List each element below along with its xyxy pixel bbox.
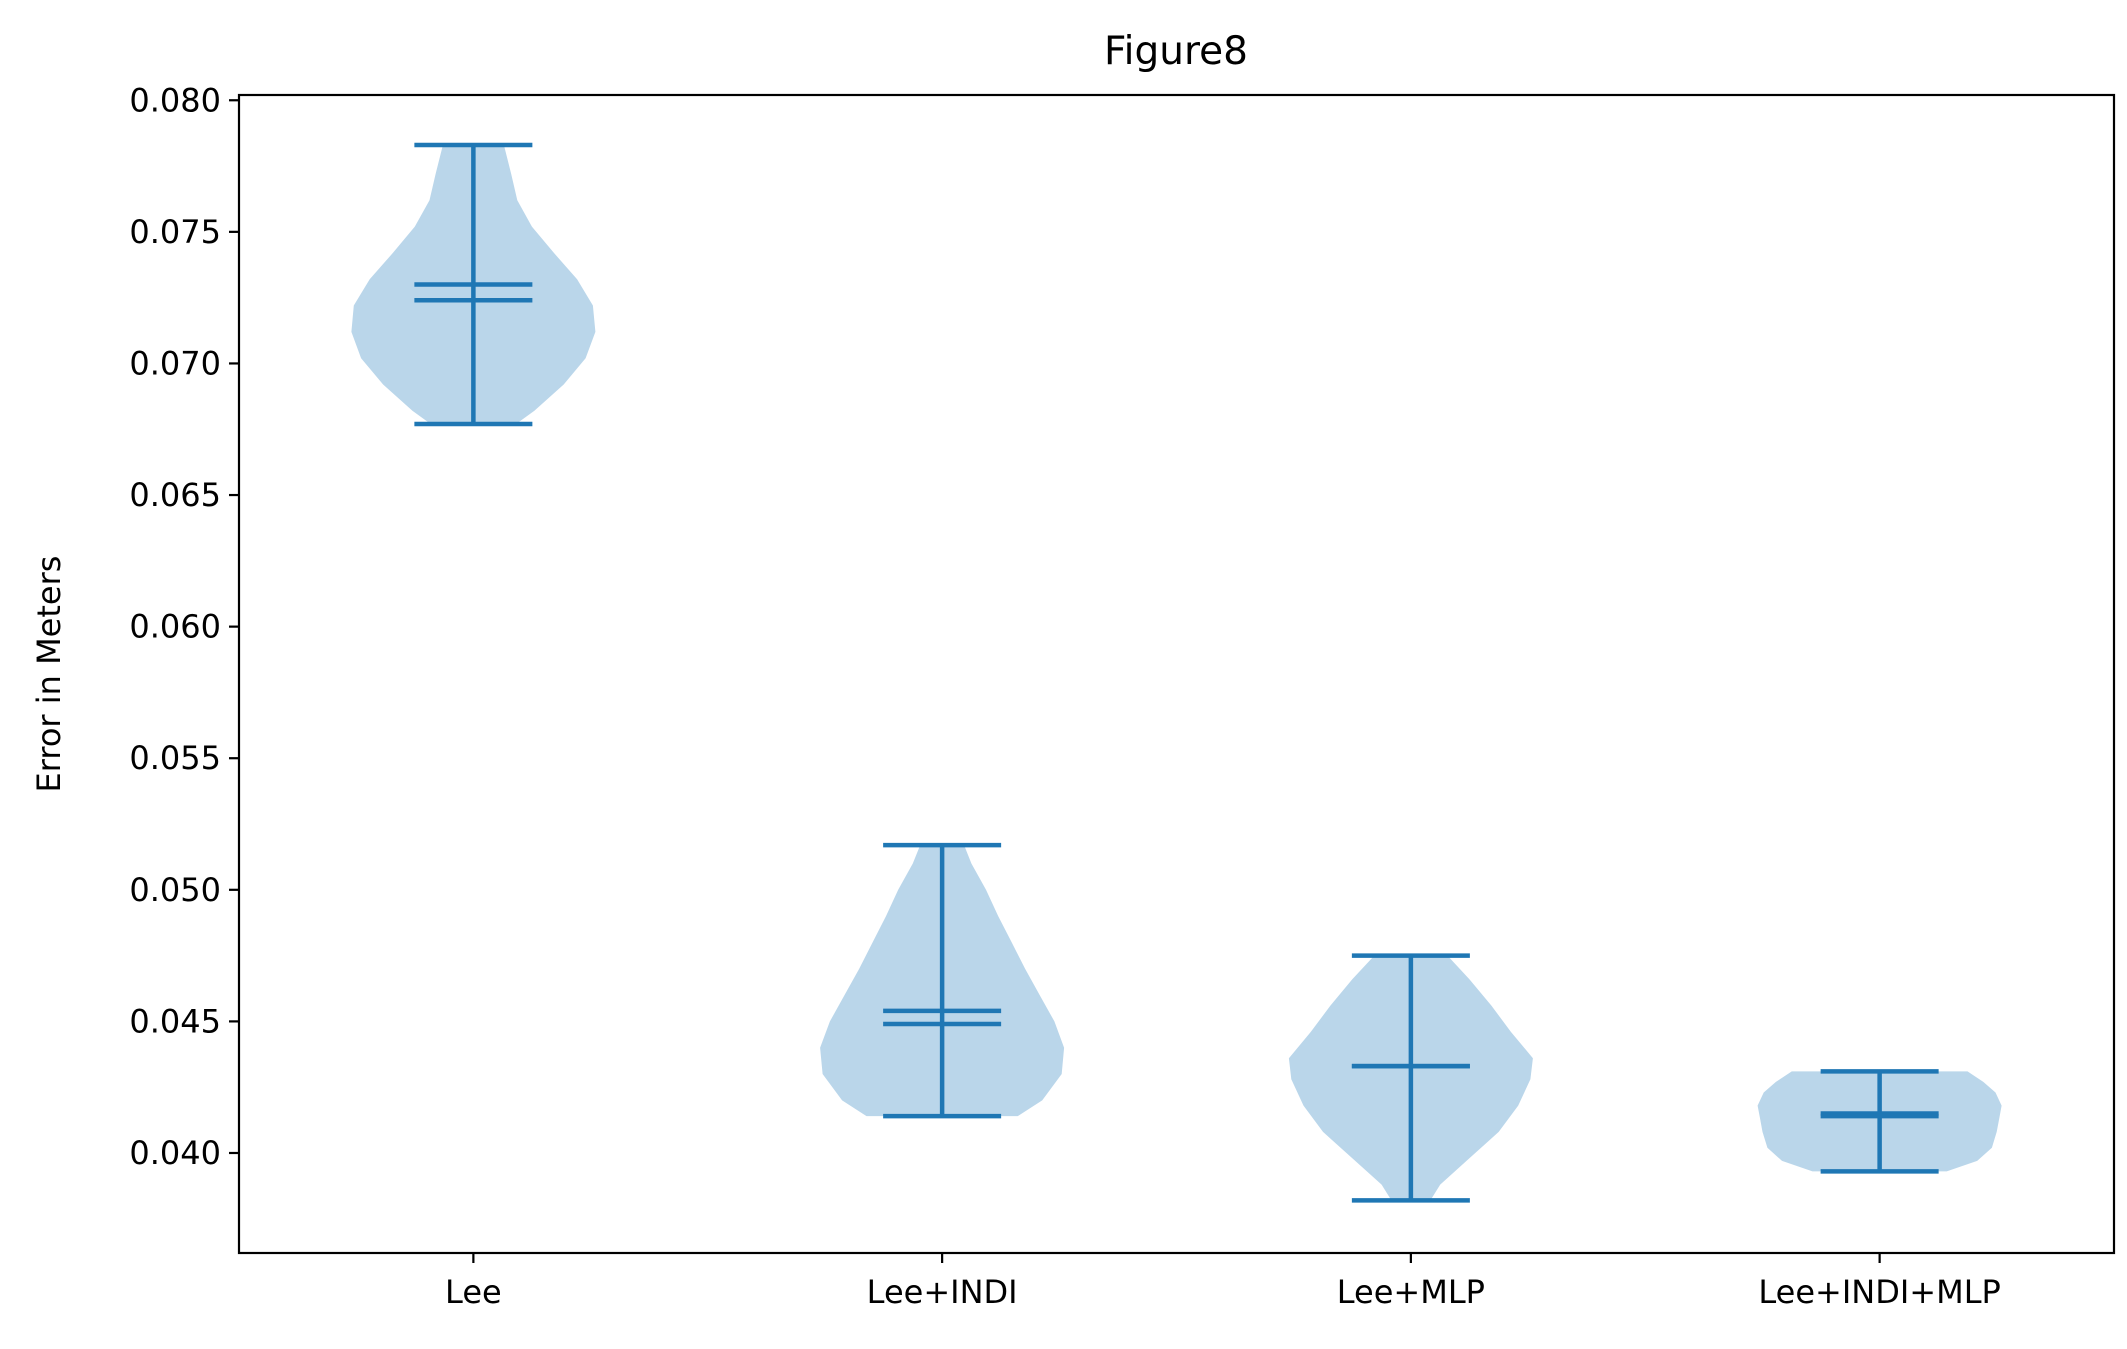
x-tick-label: Lee+INDI+MLP bbox=[1758, 1273, 2000, 1311]
y-tick-label: 0.055 bbox=[129, 739, 221, 777]
violins-layer bbox=[351, 142, 2002, 1203]
violin-lee-indi bbox=[820, 842, 1065, 1119]
y-axis: 0.040 0.045 0.050 0.055 0.060 0.065 0.070 0.075… bbox=[129, 81, 239, 1172]
chart-title: Figure8 bbox=[1104, 29, 1248, 74]
y-tick-label: 0.045 bbox=[129, 1002, 221, 1040]
y-axis-label: Error in Meters bbox=[30, 556, 68, 793]
x-tick-label: Lee+MLP bbox=[1337, 1273, 1485, 1311]
plot-frame bbox=[237, 93, 2116, 1255]
violin-lee-mlp bbox=[1288, 953, 1533, 1203]
y-tick-label: 0.070 bbox=[129, 344, 221, 382]
y-tick-label: 0.050 bbox=[129, 871, 221, 909]
violin-lee-indi-mlp bbox=[1757, 1069, 2002, 1174]
y-tick-label: 0.065 bbox=[129, 476, 221, 514]
y-tick-label: 0.075 bbox=[129, 213, 221, 251]
y-tick-label: 0.060 bbox=[129, 608, 221, 646]
x-tick-label: Lee bbox=[445, 1273, 502, 1311]
x-axis: Lee Lee+INDI Lee+MLP Lee+INDI+MLP bbox=[445, 1253, 2001, 1311]
x-tick-label: Lee+INDI bbox=[867, 1273, 1018, 1311]
violin-lee bbox=[351, 142, 596, 427]
y-tick-label: 0.040 bbox=[129, 1134, 221, 1172]
y-tick-label: 0.080 bbox=[129, 81, 221, 119]
